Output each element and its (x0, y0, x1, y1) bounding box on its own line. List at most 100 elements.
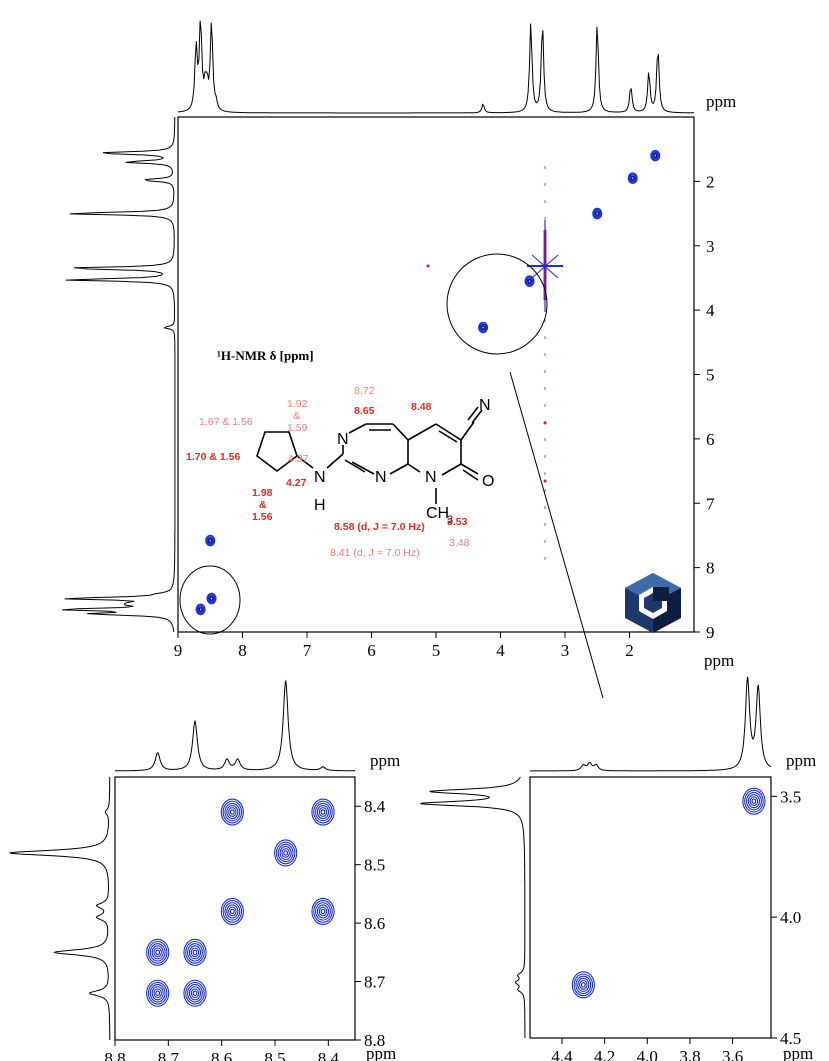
cross-peak-contour (627, 172, 638, 184)
cross-peak-contour (630, 175, 635, 181)
zoom1-top-unit-label: ppm (370, 751, 400, 770)
cross-peak-contour (205, 534, 216, 547)
main-y-axis: 2 3 4 5 6 7 8 9 (694, 172, 715, 642)
cross-peak-contour (147, 940, 168, 964)
atom-n4: N (479, 397, 491, 414)
cross-peak-contour (151, 986, 164, 1001)
label-cp-a-measured: 1.70 & 1.56 (186, 451, 240, 463)
label-cp-b2-measured: & (259, 499, 267, 511)
cross-peak-contour (320, 809, 326, 815)
x-tick-label: 8.4 (318, 1049, 340, 1061)
cross-peak-contour (224, 902, 241, 921)
zoom2-cross-peaks (571, 787, 766, 999)
cross-peak-contour (187, 943, 203, 962)
y-tick-label: 8.7 (364, 973, 386, 992)
cross-peak-contour (228, 807, 237, 817)
cross-peak-contour (228, 906, 237, 917)
main-top-unit-label: ppm (706, 92, 736, 111)
label-nme-measured: 3.53 (447, 516, 468, 528)
cross-peak-contour (222, 800, 243, 824)
x-tick-label: 4.2 (594, 1047, 615, 1061)
x-tick-label: 8.6 (211, 1049, 232, 1061)
cross-peak-contour (185, 940, 205, 964)
cross-peak-contour (311, 897, 335, 925)
cross-peak-contour (527, 278, 532, 284)
main-panel: 9 8 7 6 5 4 3 2 2 3 4 5 6 7 8 9 ppm ppm (62, 20, 736, 699)
cross-peak-contour (183, 938, 207, 966)
cross-peak-contour (315, 902, 331, 921)
label-cp-c2-literature: & (293, 410, 300, 422)
cross-peak-contour (275, 841, 296, 865)
cross-peak-contour (183, 979, 207, 1007)
cross-peak-contour (224, 802, 241, 822)
cross-peak-contour (149, 943, 166, 962)
cross-peak-contour (580, 982, 586, 988)
zoom2-plot-frame (529, 776, 772, 1039)
cross-peak-contour (274, 839, 298, 867)
x-tick-label: 8.7 (158, 1049, 180, 1061)
cross-peak-contour (575, 975, 592, 995)
cross-peak-contour (313, 800, 333, 824)
atom-ch: CH (426, 505, 449, 522)
cross-peak-contour (187, 984, 203, 1003)
x-tick-label: 7 (303, 641, 312, 660)
cross-peak-contour (192, 990, 198, 996)
label-cp-b1-measured: 1.98 (252, 487, 273, 499)
x-tick-label: 4.4 (551, 1047, 573, 1061)
cross-peak-contour (281, 848, 290, 858)
cross-peak-contour (209, 596, 214, 601)
y-tick-label: 8 (706, 559, 715, 578)
cross-peak-contour (149, 984, 166, 1003)
x-tick-label: 8.5 (264, 1049, 285, 1061)
cross-peak-contour (222, 900, 243, 923)
cross-peak-contour (653, 153, 658, 159)
cross-peak-contour (311, 798, 335, 826)
atom-n2: N (375, 469, 387, 486)
main-plot-frame (177, 116, 695, 633)
y-tick-label: 3.5 (780, 787, 801, 806)
cross-peak-contour (188, 945, 202, 960)
label-nhch-measured: 4.27 (286, 477, 307, 489)
x-tick-label: 3 (561, 641, 570, 660)
cross-peak-contour (190, 947, 200, 958)
cross-peak-contour (629, 174, 637, 183)
atom-nh-n: N (314, 469, 326, 486)
molecule-bonds (256, 406, 483, 504)
cross-peak-contour (593, 209, 601, 218)
y-tick-label: 8.6 (364, 914, 385, 933)
main-cross-peaks (195, 149, 661, 616)
cross-peak-contour (207, 594, 216, 603)
cross-peak-contour (147, 981, 168, 1005)
cross-peak-contour (279, 845, 292, 861)
cross-peak-contour (751, 798, 757, 804)
x-tick-label: 4 (496, 641, 505, 660)
cross-peak-contour (206, 536, 214, 545)
x-tick-label: 3.8 (679, 1047, 700, 1061)
zoom2-y-axis: 3.5 4.0 4.5 (771, 787, 801, 1048)
y-tick-label: 7 (706, 494, 715, 513)
cross-peak-contour (151, 945, 164, 960)
label-nme-literature: 3.48 (449, 537, 470, 549)
cross-peak-contour (155, 990, 161, 996)
y-tick-label: 9 (706, 623, 715, 642)
y-tick-label: 8.5 (364, 856, 385, 875)
cross-peak-contour (525, 277, 534, 286)
cross-peak-contour (313, 900, 333, 923)
cross-peak-contour (749, 796, 759, 807)
zoom1-top-projection (115, 679, 355, 772)
cross-peak-contour (318, 807, 328, 817)
label-nh-literature: 8.41 (d, J = 7.0 Hz) (330, 547, 420, 559)
label-h4-literature: 8.72 (354, 385, 375, 397)
label-cp-c3-literature: 1.59 (287, 422, 308, 434)
cross-peak-contour (153, 947, 162, 958)
zoom-panel-aliphatic: 4.4 4.2 4.0 3.8 3.6 3.5 4.0 4.5 ppm ppm (420, 676, 816, 1061)
cross-peak-contour (206, 592, 217, 605)
zoom-panel-aromatic: 8.8 8.7 8.6 8.5 8.4 8.4 8.5 8.6 8.7 8.8 ppm ppm (8, 679, 400, 1061)
label-h4-measured: 8.65 (354, 405, 375, 417)
cross-peak-contour (283, 850, 289, 856)
cross-peak-contour (226, 904, 239, 919)
y-tick-label: 6 (706, 430, 715, 449)
x-tick-label: 2 (625, 641, 634, 660)
cross-peak-contour (153, 988, 162, 999)
cross-peak-contour (198, 607, 203, 612)
